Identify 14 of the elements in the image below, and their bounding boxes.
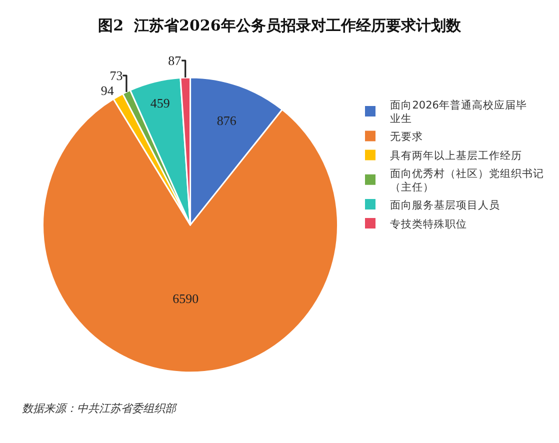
data-label: 87 [168,53,182,68]
legend-label: 专技类特殊职位 [390,217,468,230]
legend-label: 面向服务基层项目人员 [390,198,500,212]
chart-title: 图2 江苏省2026年公务员招录对工作经历要求计划数 [98,16,462,34]
source-note: 数据来源：中共江苏省委组织部 [22,402,178,415]
data-label: 73 [110,68,123,84]
data-label: 459 [150,96,170,111]
legend-label: 无要求 [390,130,424,144]
legend-label: 具有两年以上基层工作经历 [390,149,522,162]
data-label: 876 [216,112,237,128]
data-label: 94 [100,83,114,98]
legend-label: 面向优秀村（社区）党组织书记（主任） [390,166,544,194]
legend-label: 面向2026年普通高校应届毕业生 [390,98,527,126]
data-label: 6590 [172,291,199,306]
